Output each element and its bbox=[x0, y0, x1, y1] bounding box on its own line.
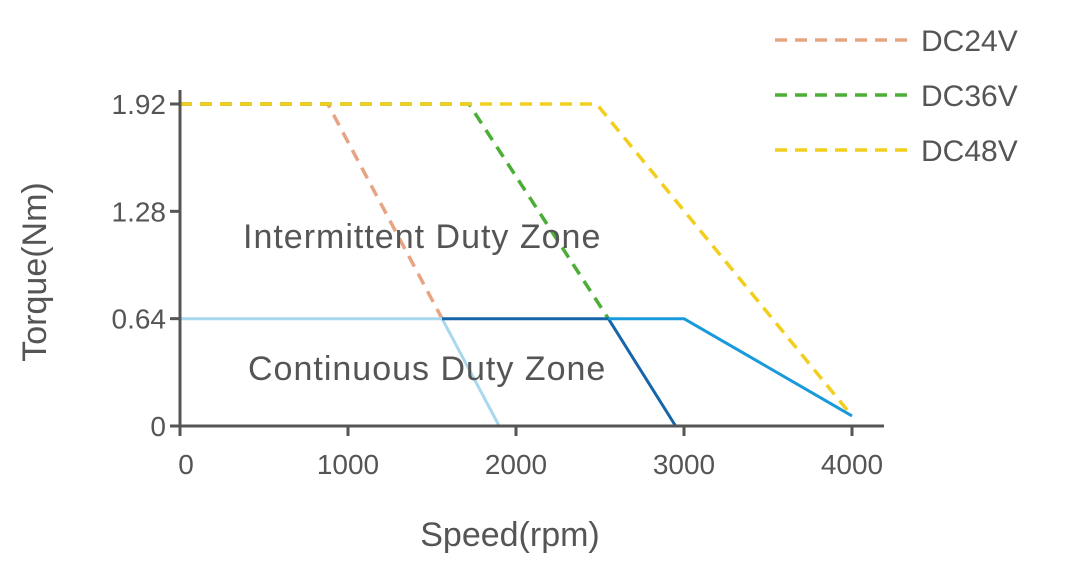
legend-label-dc36v: DC36V bbox=[921, 80, 1018, 113]
tick-layer: 0 1000 2000 3000 4000 0 0.64 1.28 1.92 bbox=[112, 89, 884, 480]
series-line-dc24v bbox=[180, 102, 444, 320]
x-tick-label: 3000 bbox=[653, 449, 715, 480]
x-tick-label: 0 bbox=[178, 449, 194, 480]
legend-label-dc48v: DC48V bbox=[921, 135, 1018, 168]
series-line-dc48v bbox=[180, 102, 854, 418]
x-axis-title: Speed(rpm) bbox=[420, 516, 600, 554]
series-line-continuous-5 bbox=[608, 317, 853, 418]
x-tick-label: 1000 bbox=[317, 449, 379, 480]
series-layer bbox=[180, 102, 854, 427]
legend: DC24V DC36V DC48V bbox=[775, 25, 1018, 168]
x-tick-label: 4000 bbox=[821, 449, 883, 480]
axes-layer bbox=[178, 90, 884, 428]
legend-label-dc24v: DC24V bbox=[921, 25, 1018, 58]
y-tick-label: 0.64 bbox=[112, 304, 167, 335]
zone-label-intermittent: Intermittent Duty Zone bbox=[243, 218, 601, 256]
series-line-dc36v bbox=[180, 102, 610, 320]
y-tick-label: 0 bbox=[150, 411, 166, 442]
y-tick-label: 1.92 bbox=[112, 89, 167, 120]
zone-label-continuous: Continuous Duty Zone bbox=[248, 350, 606, 388]
y-axis-title: Torque(Nm) bbox=[16, 182, 54, 361]
y-tick-label: 1.28 bbox=[112, 196, 167, 227]
x-tick-label: 2000 bbox=[485, 449, 547, 480]
